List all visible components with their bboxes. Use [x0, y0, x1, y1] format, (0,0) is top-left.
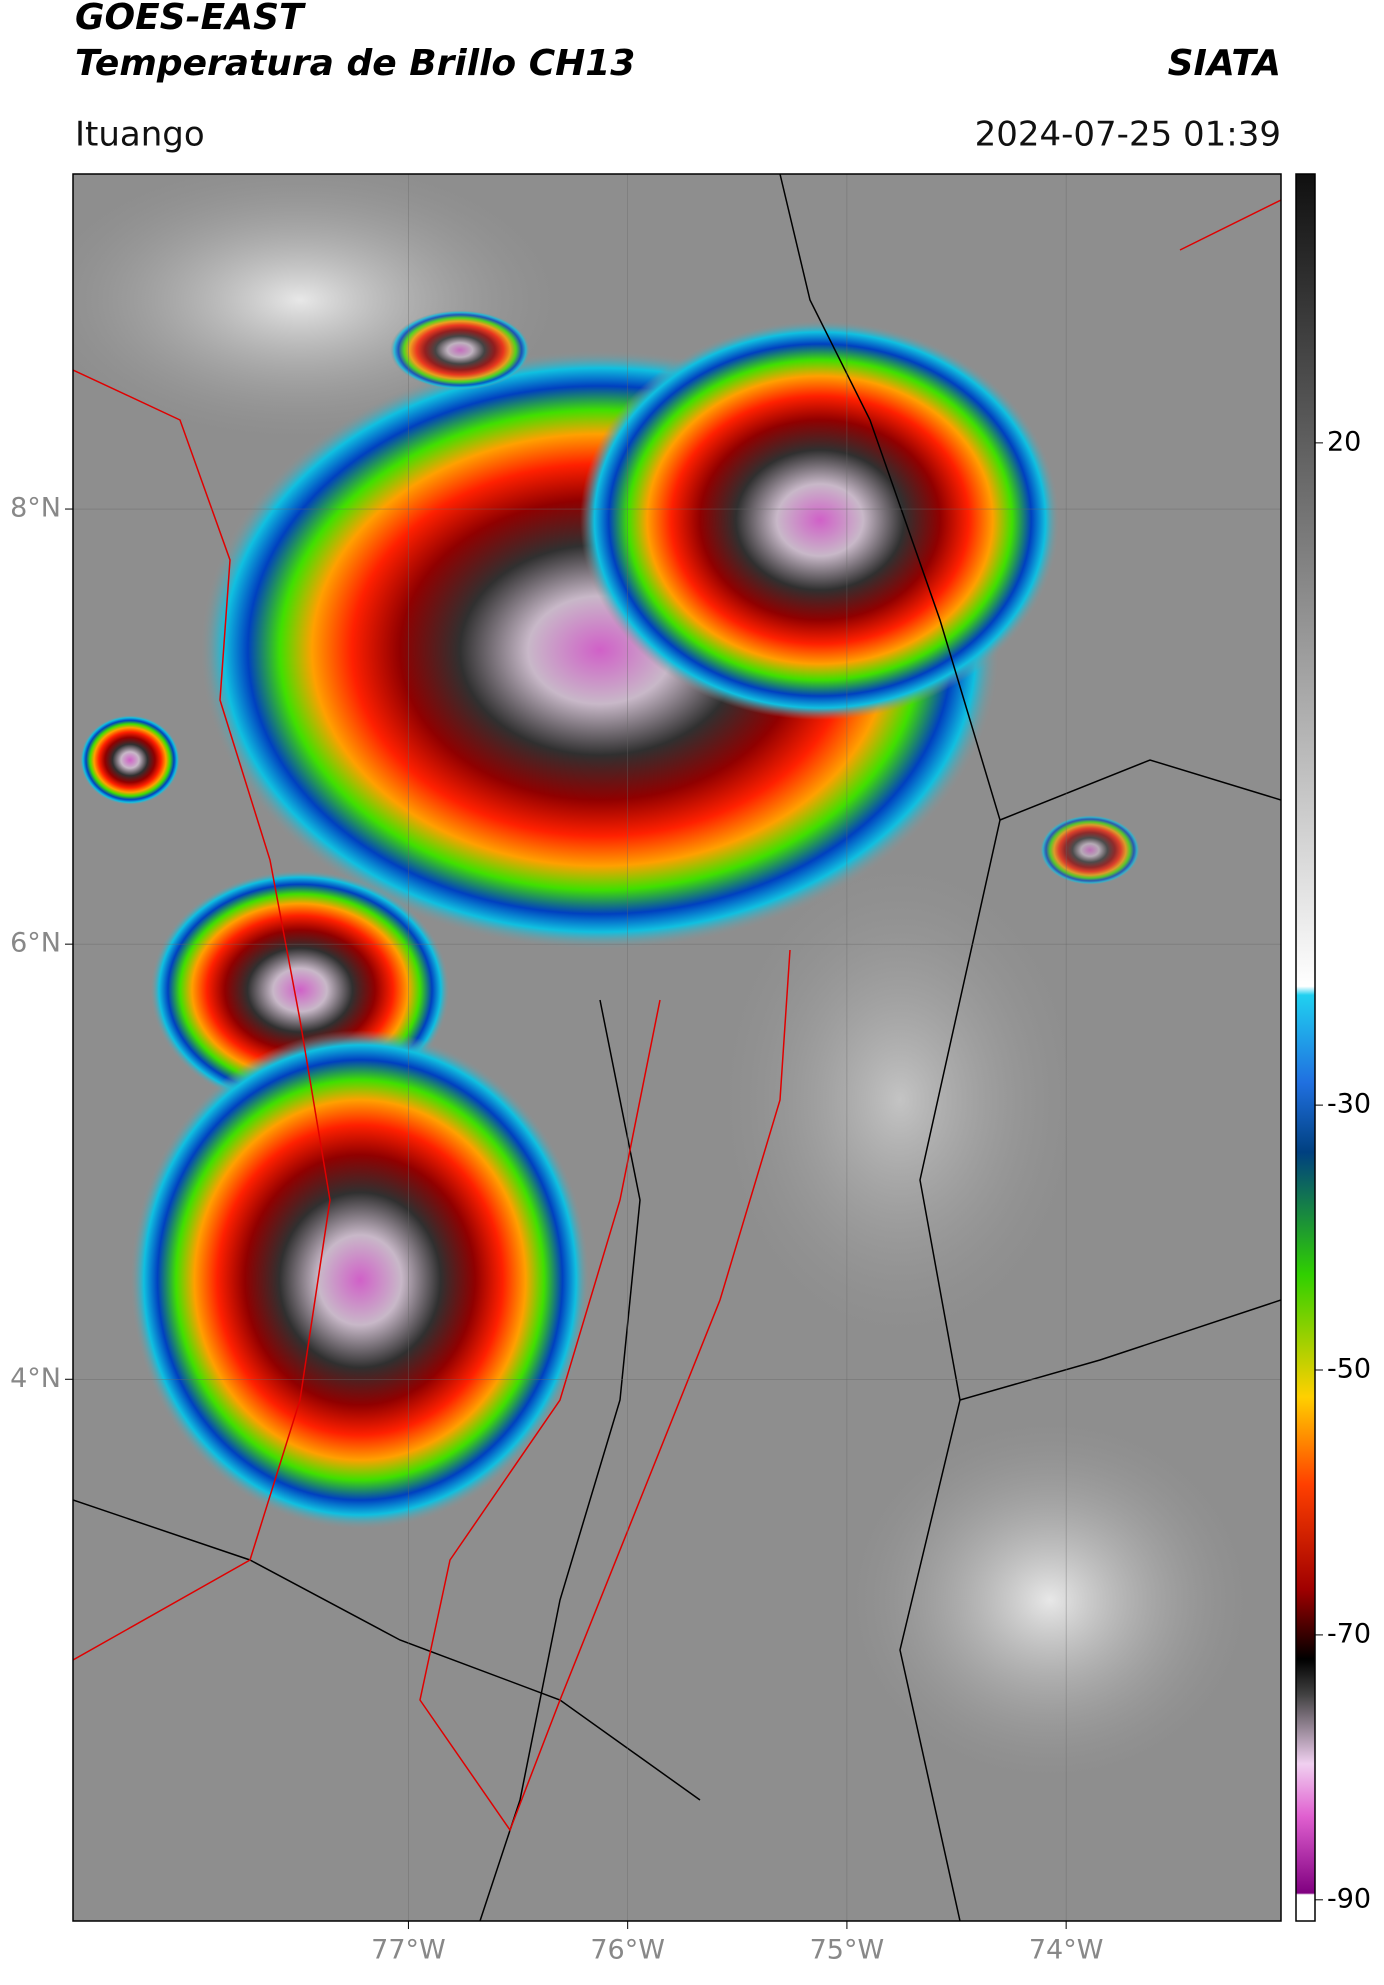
source: SIATA — [1168, 43, 1281, 84]
graticule — [73, 174, 1281, 1921]
subtitle: Temperatura de Brillo CH13 — [75, 43, 635, 84]
map-frame — [72, 173, 1282, 1922]
colorbar — [1295, 173, 1316, 1922]
lat-tick-label: 6°N — [10, 928, 61, 959]
colorbar-tick-label: -70 — [1327, 1618, 1371, 1649]
colorbar-tick-label: -90 — [1327, 1883, 1371, 1914]
title: GOES-EAST — [75, 0, 306, 38]
datetime: 2024-07-25 01:39 — [975, 115, 1281, 155]
lat-tick-label: 4°N — [10, 1363, 61, 1394]
lat-tick-label: 8°N — [10, 493, 61, 524]
lon-tick-label: 75°W — [810, 1935, 885, 1966]
location: Ituango — [75, 115, 205, 155]
colorbar-tick-label: -50 — [1327, 1354, 1371, 1385]
satellite-image — [73, 174, 1281, 1921]
lon-tick-label: 76°W — [590, 1935, 665, 1966]
colorbar-tick-label: -30 — [1327, 1089, 1371, 1120]
colorbar-tick-label: 20 — [1327, 426, 1361, 457]
lon-tick-label: 77°W — [371, 1935, 446, 1966]
lon-tick-label: 74°W — [1029, 1935, 1104, 1966]
